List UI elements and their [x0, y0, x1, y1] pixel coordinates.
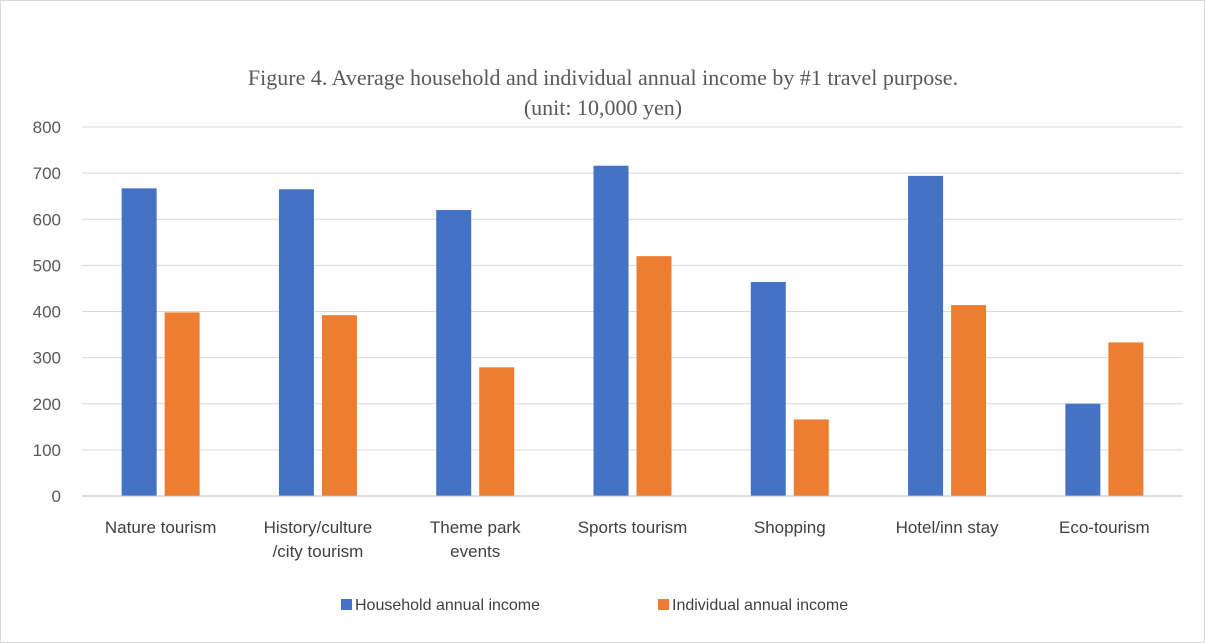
legend-swatch [658, 599, 669, 610]
household-income-bar [1065, 403, 1101, 496]
legend-label: Individual annual income [672, 597, 848, 614]
chart-subtitle: (unit: 10,000 yen) [524, 95, 682, 120]
individual-income-bar [164, 312, 200, 496]
y-tick-label: 0 [52, 487, 61, 506]
household-income-bar [121, 188, 157, 496]
y-tick-label: 700 [33, 164, 61, 183]
individual-income-bar [321, 315, 357, 496]
gridlines [82, 126, 1183, 451]
individual-income-bar [793, 419, 829, 496]
legend-label: Household annual income [355, 597, 540, 614]
y-tick-label: 400 [33, 303, 61, 322]
individual-income-bar [1108, 342, 1144, 496]
category-label: Sports tourism [578, 518, 688, 537]
y-tick-label: 800 [33, 118, 61, 137]
household-income-bar [593, 165, 629, 496]
category-label: Shopping [754, 518, 826, 537]
y-axis-ticks: 0 100 200 300 400 500 600 700 800 [33, 118, 61, 506]
category-label: Nature tourism [105, 518, 216, 537]
household-income-bar [278, 189, 314, 497]
category-label: /city tourism [273, 542, 364, 561]
legend-swatch [341, 599, 352, 610]
household-income-bar [436, 210, 472, 496]
chart-title: Figure 4. Average household and individu… [248, 65, 958, 90]
category-label: History/culture [264, 518, 373, 537]
individual-income-bar [636, 256, 672, 496]
household-income-bar [908, 175, 944, 496]
y-tick-label: 300 [33, 349, 61, 368]
category-label: Eco-tourism [1059, 518, 1150, 537]
y-tick-label: 200 [33, 395, 61, 414]
individual-income-bar [951, 305, 987, 496]
y-tick-label: 600 [33, 210, 61, 229]
category-label: Hotel/inn stay [896, 518, 999, 537]
category-label: events [450, 542, 500, 561]
individual-income-bar [479, 367, 515, 496]
y-tick-label: 100 [33, 441, 61, 460]
legend: Household annual income Individual annual… [341, 597, 848, 614]
x-axis-categories: Nature tourism History/culture/city touri… [105, 518, 1150, 561]
household-income-bar [750, 281, 786, 496]
y-tick-label: 500 [33, 256, 61, 275]
category-label: Theme park [430, 518, 521, 537]
bars [121, 165, 1144, 497]
